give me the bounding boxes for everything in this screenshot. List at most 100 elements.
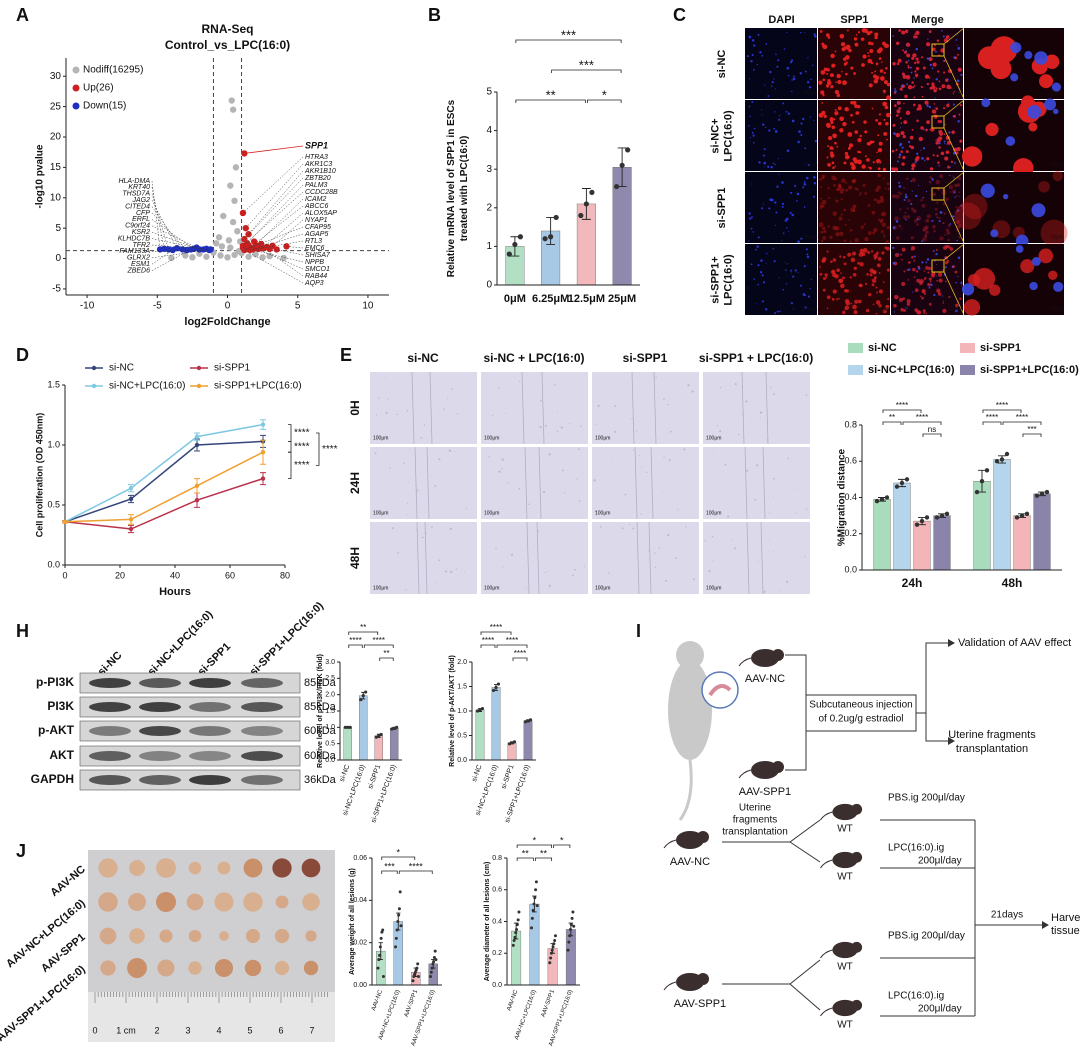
texture <box>774 163 776 166</box>
significance-label: **** <box>490 623 502 632</box>
texture <box>827 36 831 39</box>
texture <box>953 161 957 165</box>
leader-line <box>151 249 173 265</box>
texture <box>761 300 764 303</box>
texture <box>791 79 793 81</box>
data-point <box>396 920 400 923</box>
data-point <box>128 486 134 491</box>
texture <box>805 248 808 251</box>
blot-band <box>139 726 181 736</box>
texture <box>905 150 909 153</box>
texture <box>578 500 581 502</box>
texture <box>847 132 853 137</box>
texture <box>868 41 872 45</box>
legend-marker <box>91 383 97 389</box>
texture <box>866 142 871 146</box>
texture <box>879 69 884 73</box>
data-point <box>934 515 940 520</box>
mouse-icon <box>668 660 712 760</box>
ruler-label: 1 cm <box>116 1025 136 1035</box>
texture <box>783 48 786 50</box>
y-tick-label: 0.0 <box>492 982 502 989</box>
texture <box>904 29 909 34</box>
texture <box>956 195 958 197</box>
row-label: p-AKT <box>38 723 75 737</box>
texture <box>886 268 890 272</box>
texture <box>613 430 617 433</box>
data-point <box>512 241 518 248</box>
texture <box>902 155 906 160</box>
texture <box>892 226 896 229</box>
y-axis-label: treated with LPC(16:0) <box>459 136 470 242</box>
texture <box>881 222 886 227</box>
data-point <box>583 201 589 207</box>
gene-label: AQP3 <box>304 280 324 287</box>
texture <box>448 449 452 452</box>
texture <box>792 75 795 78</box>
texture <box>948 102 950 104</box>
leader-line <box>151 249 210 252</box>
scale-bar: 100μm <box>373 585 388 591</box>
texture <box>776 65 779 68</box>
texture <box>621 527 624 530</box>
texture <box>902 74 907 79</box>
texture <box>960 73 963 77</box>
texture <box>944 234 947 236</box>
group-label: WT <box>837 1020 853 1031</box>
texture <box>932 224 936 229</box>
texture <box>840 42 846 47</box>
texture <box>1031 203 1046 218</box>
significance-label: *** <box>384 861 395 871</box>
texture <box>819 207 822 210</box>
y-tick-label: 0.5 <box>457 732 467 739</box>
legend-swatch <box>960 343 975 353</box>
texture <box>914 33 916 36</box>
y-tick-label: 0.06 <box>353 855 367 862</box>
gene-label: HTRA3 <box>305 154 328 161</box>
texture <box>857 137 862 143</box>
scratch-edge <box>631 371 635 445</box>
texture <box>878 57 882 60</box>
texture <box>832 225 837 231</box>
texture <box>836 268 840 272</box>
texture <box>488 455 490 458</box>
lesion <box>129 860 145 876</box>
texture <box>843 57 847 61</box>
texture <box>756 63 758 66</box>
texture <box>864 282 868 285</box>
texture <box>869 268 875 273</box>
scratch-edge <box>636 521 640 595</box>
data-point <box>398 890 402 894</box>
texture <box>819 177 823 181</box>
x-tick-label: 0 <box>62 570 67 580</box>
texture <box>834 89 840 95</box>
texture <box>926 104 929 107</box>
texture <box>879 195 884 200</box>
texture <box>786 227 788 229</box>
texture <box>553 384 556 386</box>
y-tick-label: 2.0 <box>325 692 335 699</box>
texture <box>747 287 749 289</box>
texture <box>899 87 903 91</box>
texture <box>1015 245 1024 253</box>
data-point <box>1039 491 1045 497</box>
data-point <box>397 907 401 911</box>
texture <box>885 112 891 118</box>
texture <box>838 216 843 221</box>
zoom-box <box>931 259 945 273</box>
scale-bar: 100μm <box>948 234 963 240</box>
texture <box>631 418 633 420</box>
texture <box>790 191 793 194</box>
y-tick-label: 3.0 <box>325 659 335 666</box>
texture <box>849 276 852 279</box>
scale-bar: 100μm <box>875 162 890 168</box>
significance-bracket <box>882 421 902 425</box>
texture <box>749 137 752 139</box>
texture <box>873 227 878 233</box>
texture <box>734 383 737 386</box>
texture <box>893 132 896 135</box>
texture <box>906 53 911 58</box>
texture <box>799 284 802 287</box>
texture <box>712 450 714 452</box>
